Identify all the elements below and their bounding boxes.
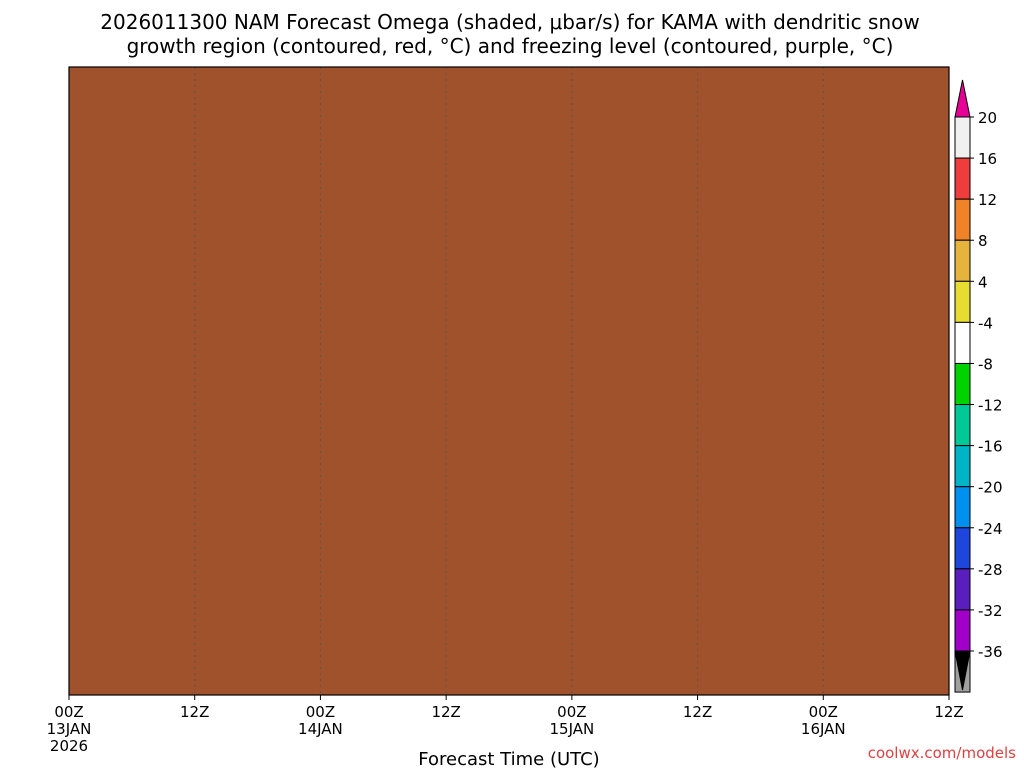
colorbar-label-1: 16 [978,150,997,168]
colorbar-bin-12 [954,609,971,652]
colorbar-label-13: -36 [978,643,1003,661]
colorbar-bin-5 [954,321,971,364]
colorbar-label-11: -28 [978,561,1003,579]
x-tick-label-12-0: 12Z [180,703,209,721]
axes: 2503003504004505005506006507007508008509… [47,66,964,755]
colorbar-label-2: 12 [978,191,997,209]
colorbar-label-0: 20 [978,109,997,127]
colorbar-label-5: -4 [978,314,993,332]
colorbar-label-7: -12 [978,397,1003,415]
colorbar-label-10: -24 [978,520,1003,538]
colorbar-label-8: -16 [978,438,1003,456]
colorbar-bottom-arrow [954,650,971,691]
colorbar-label-12: -32 [978,602,1003,620]
colorbar: 20 16 12 8 4 -4 -8 -12 -16 -20 -24 -28 -32 -36 [954,79,1003,693]
x-tick-label-72-1: 16JAN [801,720,846,738]
colorbar-bin-0 [954,116,971,159]
plot-area: -18-18-18-12-12-12000 [69,67,949,695]
x-tick-label-48-1: 15JAN [549,720,594,738]
x-tick-label-36-0: 12Z [431,703,460,721]
colorbar-label-6: -8 [978,355,993,373]
colorbar-bin-6 [954,362,971,406]
x-tick-label-0-2: 2026 [50,737,88,755]
colorbar-label-9: -20 [978,479,1003,497]
colorbar-bin-8 [954,445,971,488]
x-axis-label: Forecast Time (UTC) [418,749,599,768]
x-tick-label-24-0: 00Z [306,703,335,721]
colorbar-top-arrow [954,79,971,118]
colorbar-bin-7 [954,404,971,447]
colorbar-bin-11 [954,568,971,611]
colorbar-label-4: 4 [978,273,988,291]
x-tick-label-72-0: 00Z [809,703,838,721]
x-tick-label-24-1: 14JAN [298,720,343,738]
colorbar-bin-1 [954,157,971,200]
colorbar-bin-4 [954,280,971,323]
colorbar-bin-2 [954,198,971,241]
plot-layer: -18-18-18-12-12-12000 [69,67,949,695]
x-tick-label-0-0: 00Z [54,703,83,721]
colorbar-label-3: 8 [978,232,988,250]
colorbar-bin-3 [954,239,971,282]
plot-frame [68,66,950,696]
x-tick-label-0-1: 13JAN [47,720,92,738]
x-tick-label-48-0: 00Z [557,703,586,721]
colorbar-bin-10 [954,527,971,570]
x-tick-label-84-0: 12Z [934,703,963,721]
credit-text: coolwx.com/models [868,744,1016,762]
x-tick-label-60-0: 12Z [683,703,712,721]
chart-title-line-2: growth region (contoured, red, °C) and f… [127,34,894,58]
chart-title-line-1: 2026011300 NAM Forecast Omega (shaded, μ… [100,10,919,34]
colorbar-bin-9 [954,486,971,529]
grid-lines [194,67,824,695]
terrain-ground [69,67,949,695]
